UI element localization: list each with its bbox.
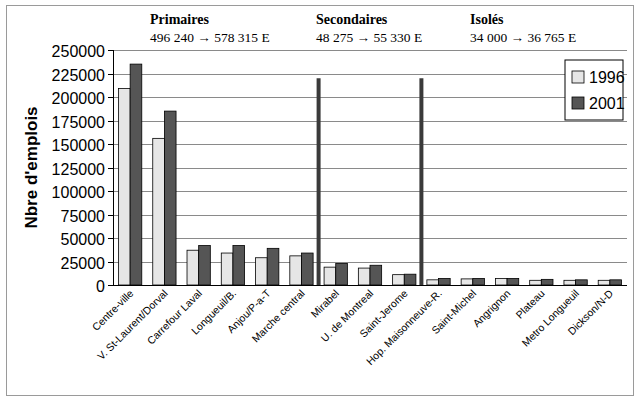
y-tick	[108, 285, 113, 286]
grid-line	[113, 285, 627, 286]
bar	[370, 265, 382, 285]
bar	[530, 280, 542, 285]
y-tick-label: 100000	[52, 184, 105, 201]
bar	[564, 280, 576, 285]
group-divider	[419, 78, 423, 285]
bar	[576, 280, 588, 285]
annotation-text: 48 275 → 55 330 E	[316, 30, 422, 45]
grid-line	[113, 144, 627, 145]
y-tick	[108, 121, 113, 122]
group-divider	[317, 78, 321, 285]
grid-line	[113, 191, 627, 192]
legend-label: 1996	[589, 69, 625, 86]
grid-line	[113, 50, 627, 51]
y-axis-title: Nbre d'emplois	[22, 106, 41, 228]
bar	[439, 278, 451, 285]
bar	[473, 278, 485, 285]
grid	[108, 51, 627, 286]
chart-border	[7, 6, 634, 396]
y-tick	[108, 238, 113, 239]
chart-root: 0 25000 50000 75000 100000 125000 150000 175000…	[0, 0, 640, 402]
annotation-title: Isolés	[470, 12, 504, 27]
chart-svg: 0 25000 50000 75000 100000 125000 150000 175000…	[0, 0, 640, 402]
bar	[461, 279, 473, 285]
bar	[164, 111, 176, 285]
bar	[199, 246, 211, 285]
bar	[495, 278, 507, 285]
legend-label: 2001	[589, 95, 625, 112]
legend-swatch	[572, 97, 584, 109]
y-tick-label: 175000	[52, 114, 105, 131]
annotation-title: Primaires	[150, 12, 209, 27]
y-tick	[108, 191, 113, 192]
bar	[598, 280, 610, 285]
x-tick-label: Dickson/N-D	[565, 287, 615, 337]
bar	[290, 256, 302, 285]
grid-line	[113, 121, 627, 122]
bar	[130, 64, 142, 285]
bar	[153, 138, 165, 285]
y-tick-label: 200000	[52, 90, 105, 107]
bar	[336, 263, 348, 285]
y-tick	[108, 74, 113, 75]
bar	[358, 268, 370, 285]
bar	[507, 278, 519, 285]
x-tick-label: Angrignon	[470, 287, 512, 329]
bar	[427, 280, 439, 285]
x-tick-label: Marche central	[249, 287, 307, 345]
grid-line	[113, 74, 627, 75]
y-tick	[108, 97, 113, 98]
y-tick-label: 25000	[61, 255, 106, 272]
bars	[118, 64, 621, 285]
bar	[233, 246, 245, 285]
bar	[221, 253, 233, 285]
y-tick-label: 75000	[61, 208, 106, 225]
y-tick	[108, 262, 113, 263]
grid-line	[113, 97, 627, 98]
x-tick-label: Mirabel	[308, 287, 341, 320]
y-tick	[108, 50, 113, 51]
x-tick-label: Metro Longueuil	[519, 287, 581, 349]
x-axis-line	[113, 285, 627, 286]
annotation-text: 34 000 → 36 765 E	[470, 30, 576, 45]
bar	[301, 253, 313, 285]
bar	[541, 279, 553, 285]
bar	[393, 275, 405, 285]
x-tick-label: Plateau	[513, 287, 547, 321]
legend: 1996 2001	[565, 60, 625, 120]
x-tick-label: Carrefour Laval	[144, 287, 204, 347]
bar	[324, 267, 336, 285]
grid-line	[113, 238, 627, 239]
y-tick-label: 0	[96, 278, 105, 295]
x-tick-label: Saint-Michel	[429, 287, 478, 336]
y-tick-label: 250000	[52, 43, 105, 60]
y-tick-label: 125000	[52, 161, 105, 178]
y-axis-line	[113, 50, 114, 285]
y-tick	[108, 144, 113, 145]
bar	[256, 258, 268, 285]
y-tick-label: 50000	[61, 231, 106, 248]
bar	[187, 250, 199, 285]
y-tick-label: 150000	[52, 137, 105, 154]
bar	[118, 89, 130, 285]
bar	[404, 274, 416, 285]
grid-line	[113, 215, 627, 216]
bar	[267, 248, 279, 285]
annotation-text: 496 240 → 578 315 E	[150, 30, 270, 45]
y-tick-label: 225000	[52, 67, 105, 84]
y-tick	[108, 215, 113, 216]
bar	[610, 280, 622, 285]
grid-line	[113, 168, 627, 169]
annotation-title: Secondaires	[316, 12, 388, 27]
legend-swatch	[572, 71, 584, 83]
y-tick	[108, 168, 113, 169]
